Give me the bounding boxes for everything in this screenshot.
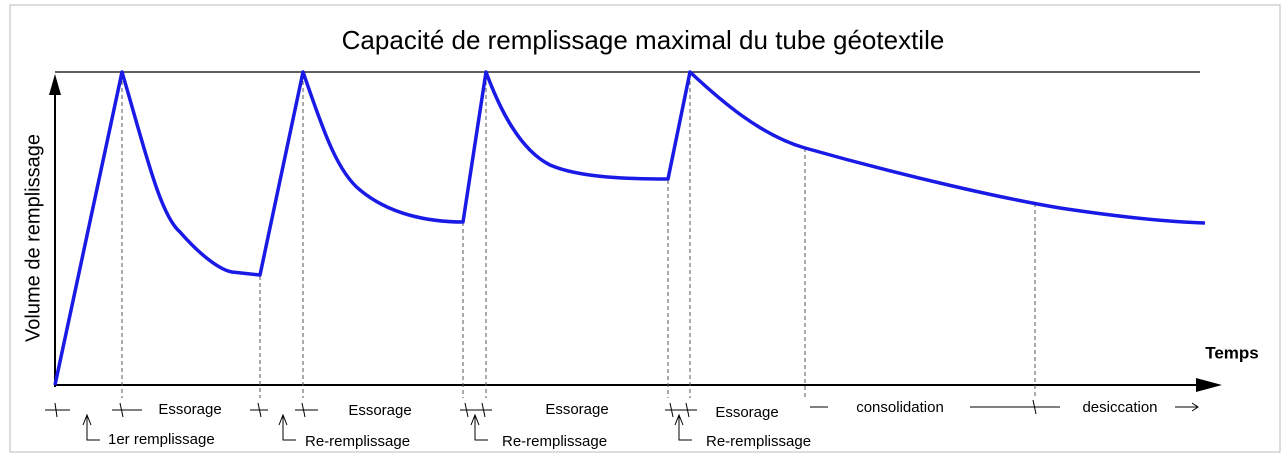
phase-label: Essorage [715, 404, 778, 421]
y-axis-label: Volume de remplissage [22, 134, 44, 342]
filling-label: 1er remplissage [108, 431, 215, 448]
phase-markers [45, 399, 1199, 441]
axes [49, 71, 1222, 392]
filling-label: Re-remplissage [305, 433, 410, 450]
fill-curve [53, 70, 1206, 386]
filling-label: Re-remplissage [502, 433, 607, 450]
filling-label: Re-remplissage [706, 433, 811, 450]
phase-label: consolidation [856, 399, 944, 416]
phase-label: Essorage [545, 401, 608, 418]
phase-label: desiccation [1082, 399, 1157, 416]
x-axis-label: Temps [1205, 343, 1259, 362]
frame [9, 4, 1281, 453]
title: Capacité de remplissage maximal du tube … [342, 25, 945, 55]
phase-label: Essorage [348, 402, 411, 419]
guides [121, 74, 1036, 398]
phase-label: Essorage [158, 401, 221, 418]
